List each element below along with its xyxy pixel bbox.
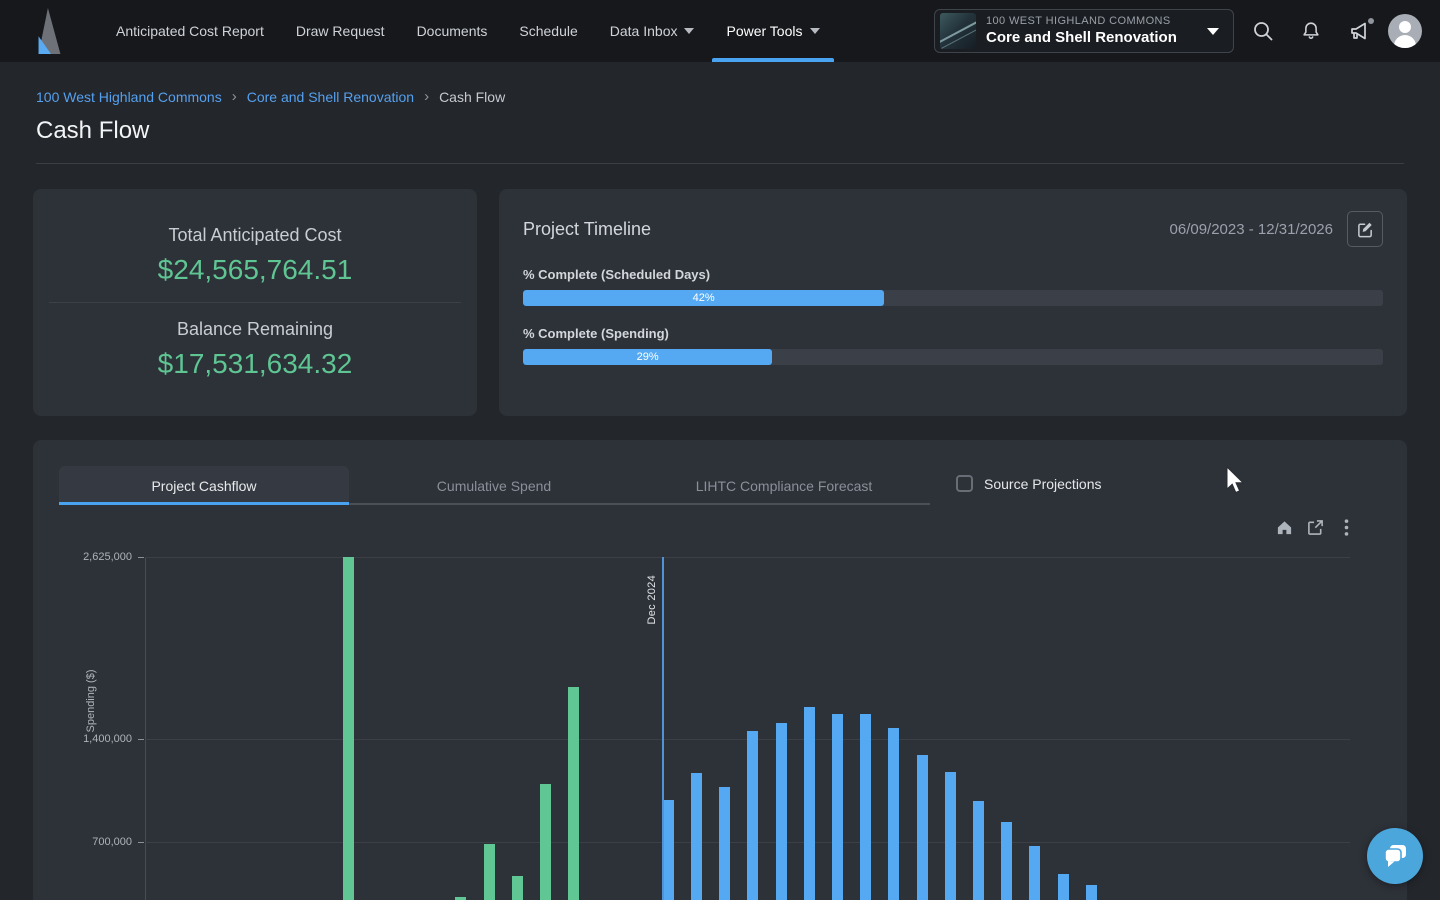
bar-projected-spending-slot-19[interactable] — [888, 728, 899, 900]
nav-right: 100 WEST HIGHLAND COMMONS Core and Shell… — [934, 0, 1422, 62]
bar-projected-spending-slot-11[interactable] — [663, 800, 674, 900]
edit-timeline-button[interactable] — [1347, 211, 1383, 247]
y-tick-label: 1,400,000 — [62, 733, 132, 745]
sail-logo-icon — [38, 7, 62, 55]
nav-item-label: Draw Request — [296, 23, 385, 39]
bar-actual-spending-slot-0[interactable] — [343, 557, 354, 900]
nav-item-documents[interactable]: Documents — [401, 0, 504, 62]
nav-item-label: Documents — [417, 23, 488, 39]
nav-item-schedule[interactable]: Schedule — [503, 0, 593, 62]
total-anticipated-cost-label: Total Anticipated Cost — [49, 225, 461, 246]
page-head: 100 West Highland Commons › Core and Shell… — [0, 62, 1440, 164]
bar-projected-spending-slot-21[interactable] — [945, 772, 956, 900]
bar-projected-spending-slot-25[interactable] — [1058, 874, 1069, 900]
y-tick — [138, 842, 144, 843]
active-nav-indicator — [712, 58, 833, 62]
chevron-down-icon — [684, 28, 694, 34]
bar-projected-spending-slot-26[interactable] — [1086, 885, 1097, 900]
nav-item-label: Data Inbox — [610, 23, 678, 39]
cost-summary-card: Total Anticipated Cost $24,565,764.51 Ba… — [33, 189, 477, 416]
bar-projected-spending-slot-12[interactable] — [691, 773, 702, 900]
progress-track-0: 42% — [523, 290, 1383, 306]
y-axis-title: Spending ($) — [85, 661, 97, 741]
bar-projected-spending-slot-13[interactable] — [719, 787, 730, 900]
progress-fill-1: 29% — [523, 349, 772, 365]
progress-percent-0: 42% — [693, 292, 715, 304]
summary-cards-row: Total Anticipated Cost $24,565,764.51 Ba… — [33, 189, 1407, 416]
balance-remaining-label: Balance Remaining — [49, 319, 461, 340]
nav-item-data-inbox[interactable]: Data Inbox — [594, 0, 711, 62]
page-title: Cash Flow — [36, 117, 1404, 145]
project-property-name: 100 WEST HIGHLAND COMMONS — [986, 15, 1197, 29]
bar-actual-spending-slot-7[interactable] — [540, 784, 551, 900]
y-tick-label: 700,000 — [62, 836, 132, 848]
timeline-progress-bars: % Complete (Scheduled Days) 42% % Complete… — [523, 267, 1383, 365]
bell-icon — [1300, 20, 1322, 42]
project-selector[interactable]: 100 WEST HIGHLAND COMMONS Core and Shell… — [934, 9, 1234, 53]
y-tick-label: 2,625,000 — [62, 551, 132, 563]
bar-projected-spending-slot-14[interactable] — [747, 731, 758, 900]
chat-bubbles-icon — [1380, 841, 1410, 871]
search-button[interactable] — [1244, 12, 1282, 50]
progress-fill-0: 42% — [523, 290, 884, 306]
search-icon — [1252, 20, 1274, 42]
timeline-date-range: 06/09/2023 - 12/31/2026 — [1170, 221, 1333, 238]
nav-item-label: Power Tools — [726, 23, 802, 39]
chat-launcher-button[interactable] — [1367, 828, 1423, 884]
progress-label-1: % Complete (Spending) — [523, 326, 1383, 341]
primary-nav: Anticipated Cost Report Draw Request Docum… — [100, 0, 836, 62]
bar-projected-spending-slot-23[interactable] — [1001, 822, 1012, 900]
forecast-divider-line — [662, 557, 664, 900]
header-divider — [36, 163, 1404, 164]
project-timeline-title: Project Timeline — [523, 219, 651, 240]
balance-remaining-value: $17,531,634.32 — [49, 348, 461, 380]
megaphone-icon — [1347, 19, 1371, 43]
breadcrumb-item-0[interactable]: 100 West Highland Commons — [36, 89, 222, 105]
bar-projected-spending-slot-24[interactable] — [1029, 846, 1040, 900]
chevron-down-icon — [810, 28, 820, 34]
project-name: Core and Shell Renovation — [986, 29, 1197, 48]
breadcrumb-separator: › — [424, 88, 429, 105]
progress-label-0: % Complete (Scheduled Days) — [523, 267, 1383, 282]
bar-projected-spending-slot-20[interactable] — [917, 755, 928, 900]
announcements-button[interactable] — [1340, 12, 1378, 50]
bar-projected-spending-slot-17[interactable] — [832, 714, 843, 900]
y-axis-line — [145, 557, 146, 900]
bar-projected-spending-slot-18[interactable] — [860, 714, 871, 900]
breadcrumb-separator: › — [232, 88, 237, 105]
bar-projected-spending-slot-16[interactable] — [804, 707, 815, 900]
bar-actual-spending-slot-8[interactable] — [568, 687, 579, 900]
nav-item-draw-request[interactable]: Draw Request — [280, 0, 401, 62]
edit-pencil-icon — [1357, 221, 1374, 238]
bar-actual-spending-slot-6[interactable] — [512, 876, 523, 900]
breadcrumb: 100 West Highland Commons › Core and Shell… — [36, 88, 1404, 105]
bar-projected-spending-slot-15[interactable] — [776, 723, 787, 900]
progress-track-1: 29% — [523, 349, 1383, 365]
progress-percent-1: 29% — [637, 351, 659, 363]
user-avatar[interactable] — [1388, 14, 1422, 48]
total-anticipated-cost-value: $24,565,764.51 — [49, 254, 461, 286]
summary-divider — [49, 302, 461, 303]
gridline-2,625,000 — [145, 557, 1350, 558]
y-tick — [138, 557, 144, 558]
bar-actual-spending-slot-5[interactable] — [484, 844, 495, 900]
forecast-divider-label: Dec 2024 — [646, 575, 658, 625]
breadcrumb-item-2: Cash Flow — [439, 89, 505, 105]
project-timeline-card: Project Timeline 06/09/2023 - 12/31/2026… — [499, 189, 1407, 416]
cashflow-chart-card: Project CashflowCumulative SpendLIHTC Co… — [33, 440, 1407, 900]
nav-item-power-tools[interactable]: Power Tools — [710, 0, 835, 62]
top-nav: Anticipated Cost Report Draw Request Docum… — [0, 0, 1440, 62]
breadcrumb-item-1[interactable]: Core and Shell Renovation — [247, 89, 414, 105]
bar-projected-spending-slot-22[interactable] — [973, 801, 984, 900]
app-logo[interactable] — [0, 0, 100, 62]
y-tick — [138, 739, 144, 740]
nav-item-label: Anticipated Cost Report — [116, 23, 264, 39]
cashflow-bar-chart[interactable]: Spending ($) 2,625,000 1,400,000 700,000 Dec… — [33, 440, 1407, 900]
announcement-dot — [1368, 18, 1374, 24]
nav-item-label: Schedule — [519, 23, 577, 39]
nav-item-anticipated-cost-report[interactable]: Anticipated Cost Report — [100, 0, 280, 62]
chevron-down-icon — [1207, 28, 1219, 35]
project-thumbnail — [940, 13, 976, 49]
notifications-button[interactable] — [1292, 12, 1330, 50]
